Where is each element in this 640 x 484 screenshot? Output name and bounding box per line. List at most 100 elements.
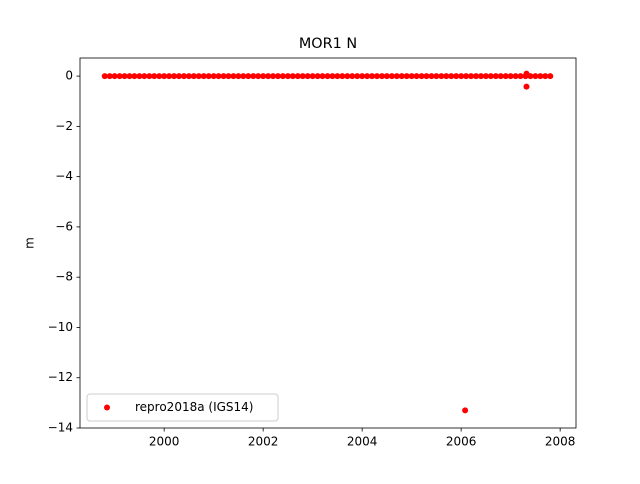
- y-axis-label: m: [23, 237, 37, 249]
- point: [304, 73, 311, 80]
- point: [413, 73, 420, 80]
- point: [166, 73, 173, 80]
- point: [339, 73, 346, 80]
- point: [492, 73, 499, 80]
- point: [131, 73, 138, 80]
- y-tick-label: −6: [55, 219, 73, 233]
- point: [462, 407, 469, 414]
- point: [383, 73, 390, 80]
- point: [270, 73, 277, 80]
- point: [398, 73, 405, 80]
- point: [260, 73, 267, 80]
- point: [195, 73, 202, 80]
- point: [364, 73, 371, 80]
- point: [468, 73, 475, 80]
- point: [171, 73, 178, 80]
- point: [275, 73, 282, 80]
- point: [309, 73, 316, 80]
- point: [255, 73, 262, 80]
- y-tick-label: −10: [48, 320, 73, 334]
- y-tick-label: −14: [48, 421, 73, 435]
- point: [299, 73, 306, 80]
- point: [374, 73, 381, 80]
- point: [378, 73, 385, 80]
- point: [220, 73, 227, 80]
- point: [477, 73, 484, 80]
- point: [507, 73, 514, 80]
- point: [161, 73, 168, 80]
- point: [111, 73, 118, 80]
- point: [225, 73, 232, 80]
- point: [141, 73, 148, 80]
- point: [136, 73, 143, 80]
- point: [314, 73, 321, 80]
- point: [121, 73, 128, 80]
- plot-frame: [79, 57, 577, 429]
- point: [106, 73, 113, 80]
- point: [497, 73, 504, 80]
- point: [408, 73, 415, 80]
- point: [502, 73, 509, 80]
- point: [235, 73, 242, 80]
- point: [473, 73, 480, 80]
- point: [527, 73, 534, 80]
- x-tick-label: 2006: [446, 435, 477, 449]
- point: [240, 73, 247, 80]
- point: [388, 73, 395, 80]
- point: [344, 73, 351, 80]
- point: [279, 73, 286, 80]
- point: [487, 73, 494, 80]
- point: [443, 73, 450, 80]
- point: [146, 73, 153, 80]
- x-tick-label: 2004: [347, 435, 378, 449]
- y-tick-label: −4: [55, 169, 73, 183]
- point: [294, 73, 301, 80]
- point: [433, 73, 440, 80]
- point: [151, 73, 158, 80]
- point: [284, 73, 291, 80]
- point: [116, 73, 123, 80]
- point: [245, 73, 252, 80]
- legend-marker: [104, 404, 110, 411]
- point: [532, 73, 539, 80]
- x-tick-label: 2000: [149, 435, 180, 449]
- point: [230, 73, 237, 80]
- point: [200, 73, 207, 80]
- point: [537, 73, 544, 80]
- y-tick-label: −2: [55, 119, 73, 133]
- point: [403, 73, 410, 80]
- point: [210, 73, 217, 80]
- point: [512, 73, 519, 80]
- point: [205, 73, 212, 80]
- point: [215, 73, 222, 80]
- point: [156, 73, 163, 80]
- point: [428, 73, 435, 80]
- point: [329, 73, 336, 80]
- point: [185, 73, 192, 80]
- point: [354, 73, 361, 80]
- y-tick-label: −8: [55, 270, 73, 284]
- point: [418, 73, 425, 80]
- point: [250, 73, 257, 80]
- point: [438, 73, 445, 80]
- legend-label: repro2018a (IGS14): [135, 400, 253, 414]
- point: [101, 73, 108, 80]
- point: [423, 73, 430, 80]
- y-tick-label: 0: [65, 69, 73, 83]
- point: [334, 73, 341, 80]
- point: [289, 73, 296, 80]
- point: [176, 73, 183, 80]
- point: [393, 73, 400, 80]
- x-tick-label: 2008: [545, 435, 576, 449]
- point: [542, 73, 549, 80]
- point: [190, 73, 197, 80]
- point: [547, 73, 554, 80]
- point: [369, 73, 376, 80]
- point: [180, 73, 187, 80]
- point: [517, 73, 524, 80]
- point: [359, 73, 366, 80]
- point: [523, 83, 530, 90]
- point: [265, 73, 272, 80]
- y-tick-label: −12: [48, 370, 73, 384]
- point: [324, 73, 331, 80]
